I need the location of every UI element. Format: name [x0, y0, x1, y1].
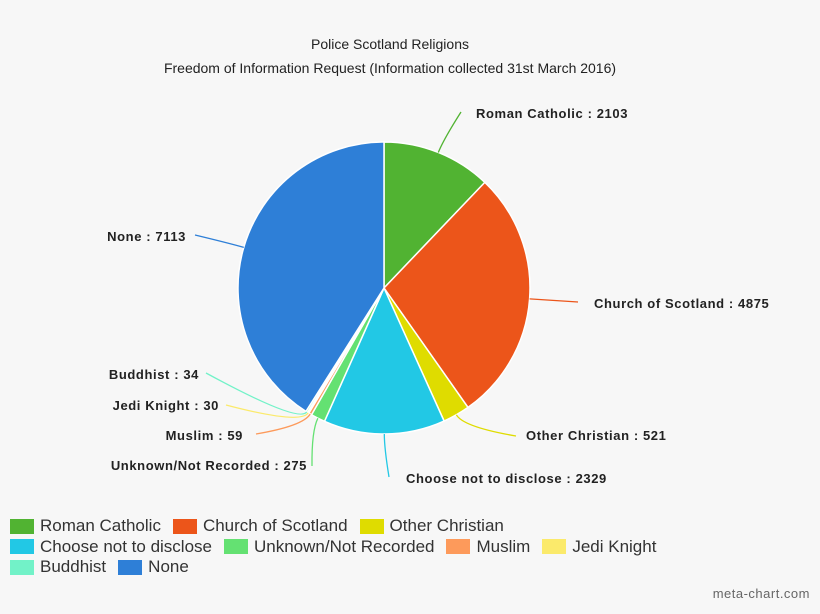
data-label: Church of Scotland : 4875 [594, 296, 769, 311]
legend-item-buddhist[interactable]: Buddhist [10, 557, 106, 577]
legend-swatch [542, 539, 567, 555]
legend-label: None [148, 557, 189, 577]
pie-slice-choose-not-to-disclose[interactable] [323, 286, 446, 435]
legend-label: Church of Scotland [202, 516, 348, 536]
leader-line [225, 404, 309, 418]
data-label: Other Christian : 521 [526, 428, 666, 443]
legend-item-other-christian[interactable]: Other Christian [359, 516, 504, 536]
leader-line [455, 414, 517, 437]
legend-swatch [118, 559, 143, 575]
data-label: Unknown/Not Recorded : 275 [111, 458, 307, 473]
legend-item-jedi-knight[interactable]: Jedi Knight [542, 537, 656, 557]
legend-swatch [172, 518, 197, 534]
legend-swatch [10, 559, 34, 575]
credit-text[interactable]: meta-chart.com [712, 586, 810, 601]
chart-subtitle: Freedom of Information Request (Informat… [163, 60, 617, 76]
leader-line [383, 433, 390, 478]
leader-line [529, 298, 579, 303]
legend-label: Roman Catholic [40, 516, 161, 536]
legend-label: Muslim [476, 536, 531, 556]
leader-line [194, 234, 244, 249]
data-label: Muslim : 59 [166, 428, 243, 443]
legend-item-unknown-not-recorded[interactable]: Unknown/Not Recorded [224, 537, 434, 557]
legend-item-none[interactable]: None [118, 557, 189, 577]
chart-title: Police Scotland Religions [311, 36, 469, 52]
legend-label: Other Christian [389, 516, 504, 536]
legend-item-roman-catholic[interactable]: Roman Catholic [10, 516, 161, 536]
leader-line [205, 372, 308, 415]
legend-row: Buddhist None [10, 557, 810, 578]
legend-label: Unknown/Not Recorded [254, 536, 435, 556]
legend-swatch [224, 539, 248, 555]
data-label: None : 7113 [107, 229, 186, 244]
leader-line [255, 413, 311, 435]
leader-line [437, 111, 462, 153]
legend-label: Choose not to disclose [40, 536, 212, 556]
data-label: Roman Catholic : 2103 [476, 106, 628, 121]
legend-row: Choose not to disclose Unknown/Not Recor… [10, 537, 810, 558]
legend-swatch [10, 539, 34, 555]
legend-item-church-of-scotland[interactable]: Church of Scotland [172, 516, 348, 536]
legend: Roman Catholic Church of Scotland Other … [10, 516, 810, 578]
legend-label: Buddhist [40, 557, 107, 577]
legend-swatch [10, 518, 34, 534]
legend-swatch [359, 518, 384, 534]
legend-label: Jedi Knight [572, 536, 657, 556]
data-label: Choose not to disclose : 2329 [406, 471, 607, 486]
data-label: Buddhist : 34 [109, 367, 199, 382]
pie-chart: Roman Catholic : 2103 Church of Scotland … [107, 106, 769, 486]
data-label: Jedi Knight : 30 [113, 398, 219, 413]
legend-item-choose-not-to-disclose[interactable]: Choose not to disclose [10, 537, 212, 557]
legend-row: Roman Catholic Church of Scotland Other … [10, 516, 810, 537]
pie-slice-church-of-scotland[interactable] [383, 181, 531, 409]
leader-line [311, 417, 319, 467]
legend-swatch [446, 539, 471, 555]
legend-item-muslim[interactable]: Muslim [446, 537, 530, 557]
